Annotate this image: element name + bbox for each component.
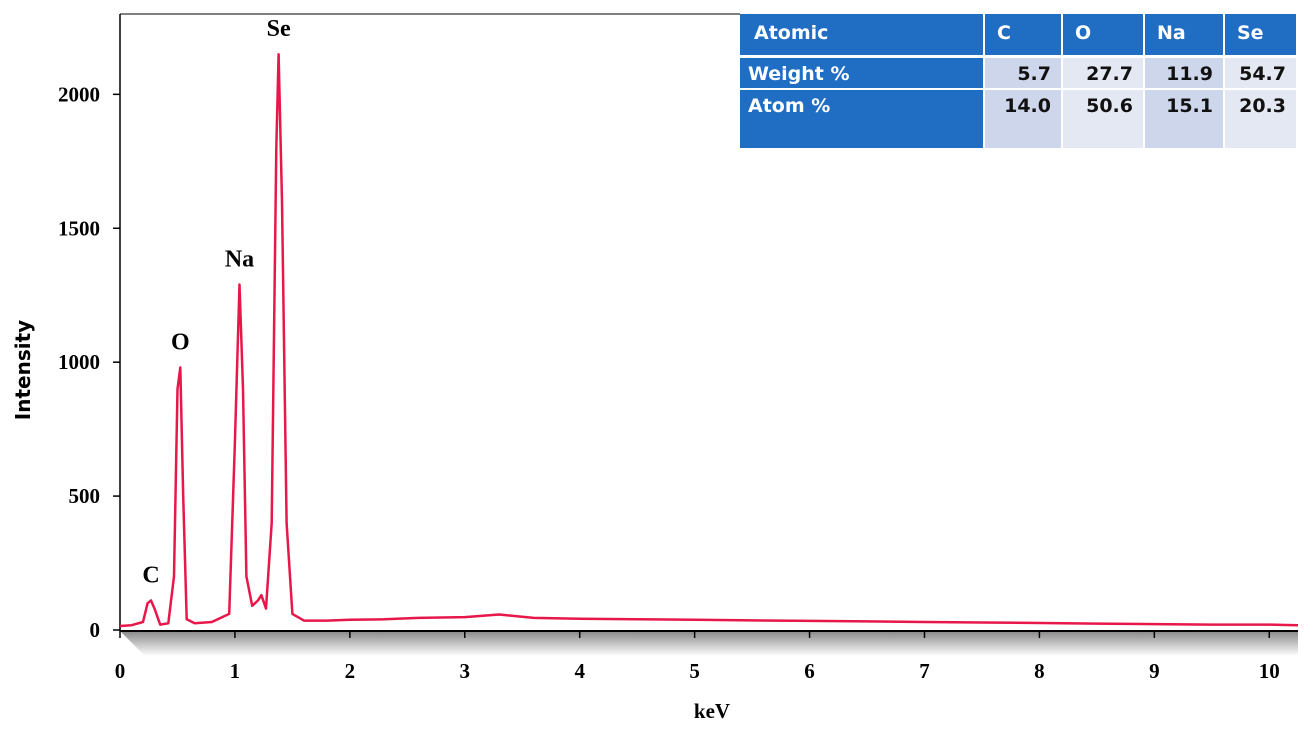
table-value: 15.1 [1166, 95, 1213, 117]
table-header: Na [1157, 22, 1186, 44]
table-cell [985, 14, 1061, 55]
table-value: Atom % [748, 95, 830, 117]
table-cell [985, 58, 1061, 88]
table: Atomic C O Na Se Weight % 5.7 27.7 11.9 54.7 Atom … [740, 14, 1296, 148]
table-cell [1063, 58, 1143, 88]
y-tick-label: 1000 [58, 350, 100, 374]
table-cell [740, 14, 983, 55]
spectrum-line [119, 52, 1299, 628]
table-cell [1145, 58, 1223, 88]
table-cell [740, 58, 983, 88]
x-tick-label: 9 [1149, 659, 1160, 683]
table-cell [1145, 90, 1223, 148]
peak-label: Se [267, 16, 291, 42]
table-header: O [1075, 22, 1091, 44]
x-tick-label: 5 [689, 659, 700, 683]
peak-label: O [171, 330, 190, 356]
y-axis-label: Intensity [11, 320, 35, 420]
x-tick-label: 2 [345, 659, 356, 683]
x-tick-label: 3 [460, 659, 471, 683]
table-value: 20.3 [1239, 95, 1286, 117]
table-cell [1063, 90, 1143, 148]
x-tick-label: 0 [115, 659, 126, 683]
peak-label: C [142, 563, 159, 589]
x-tick-label: 1 [230, 659, 241, 683]
table-header: C [997, 22, 1011, 44]
table-value: 27.7 [1086, 63, 1133, 85]
table-value: 5.7 [1017, 63, 1051, 85]
table-value: 54.7 [1239, 63, 1286, 85]
table-header: Se [1237, 22, 1264, 44]
table-value: 14.0 [1004, 95, 1051, 117]
peak-label: Na [225, 247, 254, 273]
y-tick-label: 2000 [58, 82, 100, 106]
table-value: 11.9 [1166, 63, 1213, 85]
table-cell [1145, 14, 1223, 55]
table-cell [1063, 14, 1143, 55]
table-value: 50.6 [1086, 95, 1133, 117]
table-value: Weight % [748, 63, 850, 85]
y-tick-label: 0 [90, 618, 101, 642]
table-cell [985, 90, 1061, 148]
table-cell [1225, 14, 1296, 55]
x-tick-label: 8 [1034, 659, 1045, 683]
x-tick-label: 4 [574, 659, 585, 683]
table-header: Atomic [754, 22, 828, 44]
table-cell [740, 90, 983, 148]
y-tick-label: 500 [69, 484, 101, 508]
x-tick-label: 6 [804, 659, 815, 683]
y-tick-label: 1500 [58, 216, 100, 240]
x-tick-label: 7 [919, 659, 930, 683]
axis-shading [120, 631, 1298, 656]
table-cell [1225, 90, 1296, 148]
x-tick-label: 10 [1259, 659, 1280, 683]
table-cell [1225, 58, 1296, 88]
x-axis-label: keV [694, 699, 730, 723]
